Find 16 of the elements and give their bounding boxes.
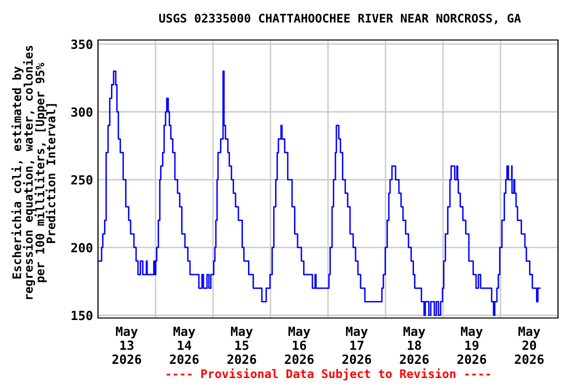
text: ---- Provisional Data Subject to Revision ---- <box>166 368 490 380</box>
x-tick-label: May 14 2026 <box>170 326 199 364</box>
y-tick-label: 350 <box>71 40 92 49</box>
x-tick-label: May 15 2026 <box>227 326 256 364</box>
x-tick-label: May 13 2026 <box>112 326 142 364</box>
y-tick-label: 300 <box>71 107 92 117</box>
x-tick-label: May 20 2026 <box>514 326 544 364</box>
y-axis-title: Escherichia coli, estimated by regression equation, water, colonies per 100 milliliters, [Upper 95% Prediction Interval] <box>11 46 57 300</box>
y-tick-label: 200 <box>71 242 92 252</box>
x-tick-label: May 18 2026 <box>400 326 429 364</box>
x-tick-label: May 17 2026 <box>342 326 372 364</box>
y-tick-label: 150 <box>72 310 92 320</box>
chart-title: USGS 02335000 CHATTAHOOCHEE RIVER NEAR NORCROSS, GA <box>159 14 521 24</box>
x-tick-label: May 19 2026 <box>457 326 486 364</box>
y-tick-label: 250 <box>71 175 92 185</box>
x-tick-label: May 16 2026 <box>284 326 314 364</box>
